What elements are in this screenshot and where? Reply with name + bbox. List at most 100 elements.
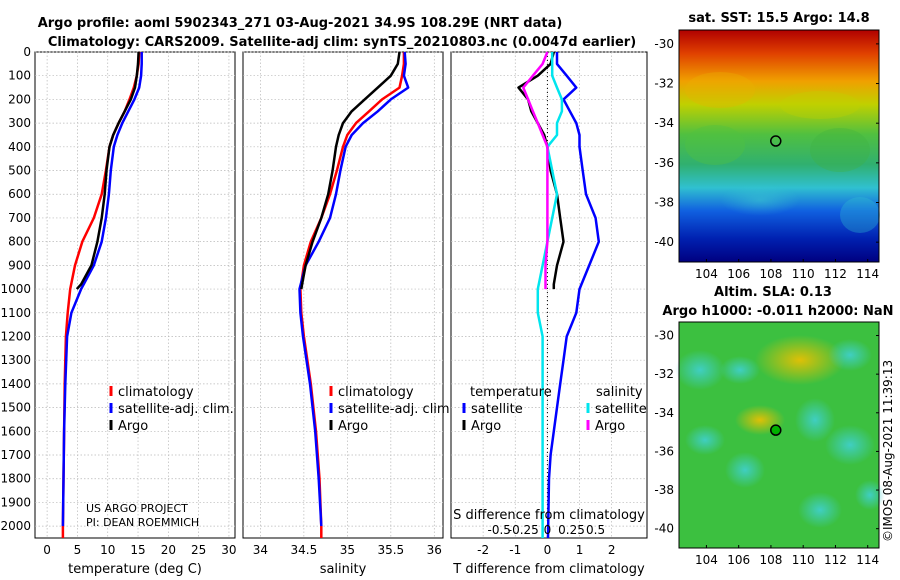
map-x-tick-label: 114 bbox=[856, 553, 879, 567]
sla-map-border bbox=[678, 321, 880, 549]
series-line-salinity-argo bbox=[522, 51, 549, 290]
x2-tick-label: -0.5 bbox=[487, 523, 510, 537]
series-line-satellite-adj-clim- bbox=[298, 51, 410, 527]
sst-argo-location-marker bbox=[770, 135, 782, 147]
map-y-tick-label: -30 bbox=[654, 37, 674, 51]
sla-map-title-2: Argo h1000: -0.011 h2000: NaN bbox=[662, 304, 893, 319]
map-y-tick-label: -34 bbox=[654, 116, 674, 130]
map-y-tick-label: -36 bbox=[654, 444, 674, 458]
legend-label-climatology: climatology bbox=[338, 385, 414, 400]
salinity-panel: 34 34.5 35 35.5 36 salinity climatology sate… bbox=[242, 51, 454, 577]
y-tick-label: 800 bbox=[8, 235, 31, 249]
x-tick-label: 30 bbox=[221, 543, 236, 557]
y-tick-label: 2000 bbox=[0, 519, 31, 533]
series-line-satellite-adj-clim- bbox=[61, 52, 143, 527]
legend-label-sal-satellite: satellite bbox=[595, 402, 647, 417]
map-y-tick-label: -34 bbox=[654, 406, 674, 420]
x-tick-label: 15 bbox=[130, 543, 145, 557]
series-line-argo bbox=[300, 51, 401, 290]
legend-label-temp-argo: Argo bbox=[471, 419, 501, 434]
x2-tick-label: 0.5 bbox=[586, 523, 605, 537]
y-tick-label: 1900 bbox=[0, 495, 31, 509]
map-x-tick-label: 108 bbox=[759, 553, 782, 567]
map-y-tick-label: -38 bbox=[654, 196, 674, 210]
x-tick-label: 35.5 bbox=[377, 543, 404, 557]
map-y-tick-label: -30 bbox=[654, 329, 674, 343]
x-tick-label: 0 bbox=[43, 543, 51, 557]
y-tick-label: 400 bbox=[8, 140, 31, 154]
y-tick-label: 300 bbox=[8, 116, 31, 130]
x-tick-label: 5 bbox=[74, 543, 82, 557]
salinity-legend: climatology satellite-adj. clim. Argo bbox=[329, 385, 454, 434]
legend-label-sal-argo: Argo bbox=[595, 419, 625, 434]
y-tick-label: 1100 bbox=[0, 306, 31, 320]
difference-axes-box bbox=[450, 51, 648, 539]
map-x-tick-label: 112 bbox=[824, 553, 847, 567]
legend-title-salinity: salinity bbox=[596, 385, 643, 400]
y-tick-label: 1400 bbox=[0, 377, 31, 391]
temperature-xlabel: temperature (deg C) bbox=[68, 562, 202, 577]
map-x-tick-label: 104 bbox=[695, 553, 718, 567]
x-tick-label: 34 bbox=[253, 543, 268, 557]
map-y-tick-label: -36 bbox=[654, 156, 674, 170]
x2-tick-label: 0.25 bbox=[558, 523, 585, 537]
sla-argo-location-marker bbox=[770, 424, 782, 436]
y-tick-label: 1500 bbox=[0, 401, 31, 415]
y-tick-label: 1000 bbox=[0, 282, 31, 296]
y-tick-label: 500 bbox=[8, 164, 31, 178]
difference-panel: -2 -1 0 1 2 T difference from climatology S … bbox=[450, 51, 648, 577]
map-y-tick-label: -38 bbox=[654, 483, 674, 497]
sst-map-field bbox=[679, 30, 879, 262]
series-line-temperature-satellite bbox=[546, 52, 601, 539]
y-tick-label: 900 bbox=[8, 258, 31, 272]
map-x-tick-label: 110 bbox=[792, 553, 815, 567]
pi-text: PI: DEAN ROEMMICH bbox=[86, 516, 199, 529]
map-x-tick-label: 104 bbox=[695, 267, 718, 281]
salinity-xlabel: salinity bbox=[320, 562, 367, 577]
legend-label-satellite: satellite-adj. clim. bbox=[118, 402, 234, 417]
map-x-tick-label: 106 bbox=[727, 553, 750, 567]
sst-map-panel: sat. SST: 15.5 Argo: 14.8 104 106 108 110 11… bbox=[654, 11, 880, 281]
legend-label-climatology: climatology bbox=[118, 385, 194, 400]
temperature-axes-box bbox=[34, 51, 236, 539]
temperature-panel: 0 100 200 300 400 500 600 700 800 900 1000 1100 1200… bbox=[0, 45, 236, 577]
map-x-tick-label: 110 bbox=[792, 267, 815, 281]
series-line-argo bbox=[75, 51, 140, 290]
x-tick-label: 20 bbox=[161, 543, 176, 557]
temperature-legend: climatology satellite-adj. clim. Argo bbox=[109, 385, 234, 434]
legend-label-temp-satellite: satellite bbox=[471, 402, 523, 417]
map-x-tick-label: 112 bbox=[824, 267, 847, 281]
map-y-tick-label: -40 bbox=[654, 522, 674, 536]
sla-map-panel: Altim. SLA: 0.13 Argo h1000: -0.011 h200… bbox=[654, 285, 893, 567]
series-line-salinity-satellite bbox=[536, 52, 564, 538]
y-tick-label: 200 bbox=[8, 92, 31, 106]
y-tick-label: 1800 bbox=[0, 472, 31, 486]
legend-label-satellite: satellite-adj. clim. bbox=[338, 402, 454, 417]
y-tick-label: 1300 bbox=[0, 353, 31, 367]
y-tick-label: 1200 bbox=[0, 329, 31, 343]
map-y-tick-label: -32 bbox=[654, 367, 674, 381]
credit-text: US ARGO PROJECT bbox=[86, 502, 188, 515]
y-tick-label: 700 bbox=[8, 211, 31, 225]
x2-tick-label: -0.25 bbox=[508, 523, 539, 537]
map-y-tick-label: -32 bbox=[654, 77, 674, 91]
sst-map-border bbox=[678, 29, 880, 263]
figure-title-line2: Climatology: CARS2009. Satellite-adj cli… bbox=[48, 35, 636, 50]
x-tick-label: -2 bbox=[477, 543, 489, 557]
x-tick-label: 25 bbox=[191, 543, 206, 557]
difference-xlabel: T difference from climatology bbox=[452, 562, 645, 577]
sst-map-texture bbox=[685, 72, 880, 233]
sla-map-texture bbox=[675, 335, 885, 528]
difference-xlabel2: S difference from climatology bbox=[453, 508, 645, 523]
legend-label-argo: Argo bbox=[118, 419, 148, 434]
y-tick-label: 100 bbox=[8, 69, 31, 83]
sla-map-title-1: Altim. SLA: 0.13 bbox=[714, 285, 832, 300]
map-x-tick-label: 106 bbox=[727, 267, 750, 281]
y-tick-label: 600 bbox=[8, 187, 31, 201]
x-tick-label: 36 bbox=[427, 543, 442, 557]
map-y-tick-label: -40 bbox=[654, 235, 674, 249]
x2-tick-label: 0 bbox=[544, 523, 552, 537]
x-tick-label: 2 bbox=[608, 543, 616, 557]
x-tick-label: 35 bbox=[340, 543, 355, 557]
